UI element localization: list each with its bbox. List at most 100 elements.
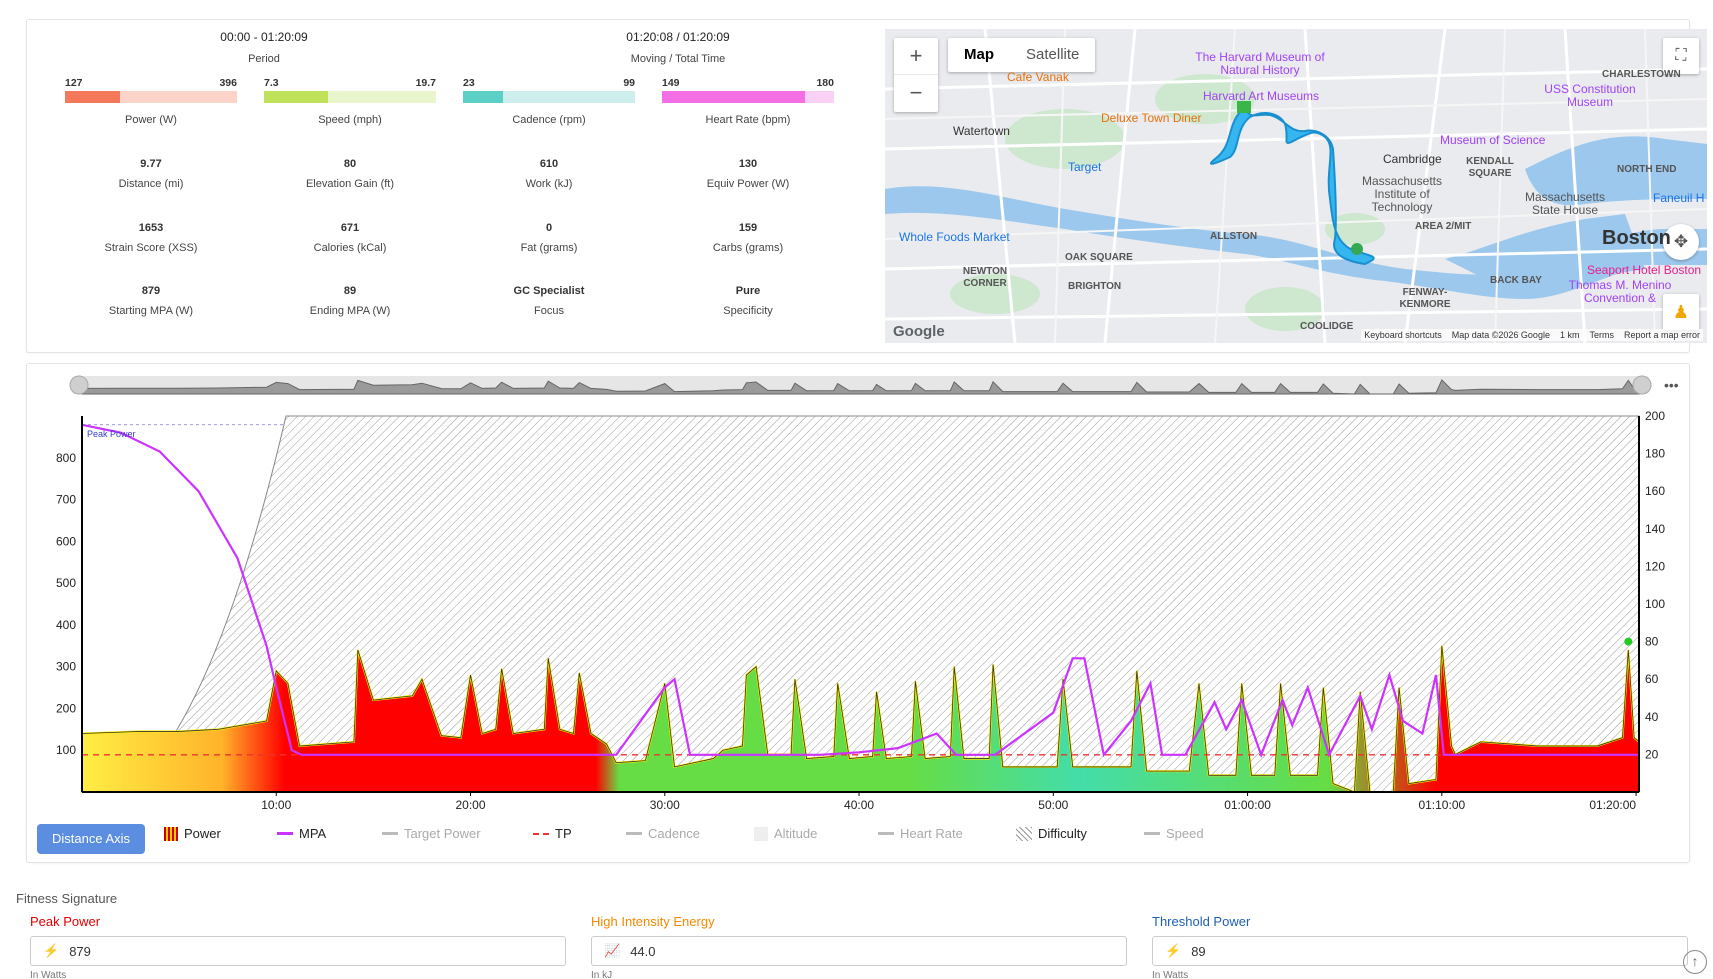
peak-power-field: Peak Power ⚡ 879 In Watts: [30, 914, 566, 979]
stat-label: Fat (grams): [520, 242, 578, 254]
map-place-label: Boston: [1602, 227, 1671, 249]
map-scale[interactable]: 1 km: [1559, 330, 1580, 340]
summary-stat: GC Specialist Focus: [463, 285, 635, 317]
legend-power[interactable]: Power: [164, 826, 221, 841]
route-map[interactable]: + − Map Satellite ⛶ ✥ ♟ Watertown Cambri…: [885, 29, 1707, 343]
map-type-satellite-button[interactable]: Satellite: [1026, 46, 1080, 63]
power-chart[interactable]: ••• Peak Power 100 200 300 400 500 600 700 800 20…: [27, 364, 1691, 819]
period-stat: 00:00 - 01:20:09 Period: [174, 30, 354, 65]
range-label: Power (W): [125, 114, 177, 126]
y-right-tick-label: 200: [1645, 409, 1665, 423]
map-place-label[interactable]: Target: [1068, 160, 1102, 174]
map-place-label[interactable]: The Harvard Museum of Natural History: [1195, 50, 1325, 77]
stat-label: Specificity: [723, 305, 773, 317]
map-place-label[interactable]: Cafe Vanak: [1007, 70, 1069, 84]
map-place-label: FENWAY-KENMORE: [1399, 287, 1451, 310]
range-label: Speed (mph): [318, 114, 382, 126]
map-place-label[interactable]: Whole Foods Market: [899, 230, 1010, 244]
google-logo: Google: [893, 323, 945, 340]
mpa-line: [81, 423, 1639, 758]
terms-link[interactable]: Terms: [1589, 330, 1614, 340]
map-place-label[interactable]: Seaport Hotel Boston: [1587, 263, 1702, 277]
legend-speed[interactable]: Speed: [1144, 826, 1204, 841]
y-left-tick-label: 700: [56, 493, 76, 507]
x-tick-label: 30:00: [650, 798, 680, 812]
legend-label: Difficulty: [1038, 826, 1087, 841]
hie-label: High Intensity Energy: [591, 914, 715, 929]
lightning-icon: ⚡: [1165, 943, 1182, 958]
range-track: [264, 91, 436, 103]
map-place-label[interactable]: Deluxe Town Diner: [1101, 111, 1202, 125]
trend-chart-icon: 📈: [604, 943, 621, 958]
legend-mpa[interactable]: MPA: [277, 826, 326, 841]
legend-label: Altitude: [774, 826, 818, 841]
period-label: Period: [248, 53, 280, 65]
legend-tp[interactable]: TP: [533, 826, 572, 841]
x-tick-label: 20:00: [456, 798, 486, 812]
y-right-tick-label: 80: [1645, 635, 1659, 649]
y-right-tick-label: 20: [1645, 747, 1659, 761]
map-place-label[interactable]: Harvard Art Museums: [1203, 89, 1320, 103]
range-label: Heart Rate (bpm): [705, 114, 791, 126]
map-canvas: [885, 29, 1707, 343]
map-place-label: KENDALL SQUARE: [1466, 156, 1514, 179]
map-place-label: Massachusetts Institute of Technology: [1361, 174, 1443, 214]
legend-altitude[interactable]: Altitude: [754, 826, 817, 841]
distance-axis-button[interactable]: Distance Axis: [37, 824, 145, 854]
fullscreen-icon[interactable]: ⛶: [1663, 38, 1699, 74]
keyboard-shortcuts-link[interactable]: Keyboard shortcuts: [1364, 330, 1442, 340]
map-place-label[interactable]: USS Constitution Museum: [1544, 82, 1636, 109]
legend-heart-rate[interactable]: Heart Rate: [878, 826, 963, 841]
summary-stat: 130 Equiv Power (W): [662, 158, 834, 190]
range-max: 19.7: [415, 77, 436, 89]
peak-power-input[interactable]: ⚡ 879: [30, 936, 566, 966]
legend-difficulty[interactable]: Difficulty: [1016, 826, 1087, 841]
overview-left-handle[interactable]: [69, 375, 89, 395]
power-chart-card: ••• Peak Power 100 200 300 400 500 600 700 800 20…: [26, 363, 1690, 863]
map-type-map-button[interactable]: Map: [964, 46, 994, 63]
street-view-pegman-icon[interactable]: ♟: [1663, 294, 1699, 330]
map-place-label[interactable]: Faneuil H: [1653, 191, 1705, 205]
y-right-tick-label: 120: [1645, 559, 1665, 573]
stat-label: Ending MPA (W): [309, 305, 391, 317]
overview-power-mini: [81, 379, 1640, 395]
line-swatch-icon: [382, 832, 398, 835]
legend-label: Heart Rate: [900, 826, 963, 841]
stat-value: 879: [141, 285, 161, 297]
legend-label: Power: [184, 826, 221, 841]
y-left-tick-label: 100: [56, 743, 76, 757]
area-swatch-icon: [754, 826, 768, 841]
threshold-power-value: 89: [1191, 943, 1206, 959]
camera-control-icon[interactable]: ✥: [1663, 224, 1699, 260]
scroll-to-top-icon[interactable]: ↑: [1683, 950, 1707, 974]
overview-navigator[interactable]: •••: [69, 375, 1679, 395]
y-left-tick-label: 500: [56, 576, 76, 590]
x-tick-label: 01:10:00: [1418, 798, 1465, 812]
stat-label: Starting MPA (W): [108, 305, 194, 317]
zoom-in-button[interactable]: +: [894, 38, 938, 75]
hie-unit: In kJ: [591, 970, 613, 979]
legend-label: TP: [555, 826, 572, 841]
hie-input[interactable]: 📈 44.0: [591, 936, 1127, 966]
line-swatch-icon: [277, 832, 293, 835]
map-place-label: Watertown: [953, 124, 1010, 138]
range-track: [463, 91, 635, 103]
stat-value: 1653: [138, 222, 164, 234]
range-max: 396: [219, 77, 237, 89]
legend-cadence[interactable]: Cadence: [626, 826, 700, 841]
more-options-icon[interactable]: •••: [1664, 377, 1679, 393]
zoom-control: + −: [894, 38, 938, 112]
y-right-tick-label: 160: [1645, 484, 1665, 498]
threshold-power-input[interactable]: ⚡ 89: [1152, 936, 1688, 966]
summary-stat: 1653 Strain Score (XSS): [65, 222, 237, 254]
map-place-label: AREA 2/MIT: [1415, 221, 1472, 232]
summary-stat: 89 Ending MPA (W): [264, 285, 436, 317]
map-place-label[interactable]: Museum of Science: [1440, 133, 1546, 147]
overview-right-handle[interactable]: [1632, 375, 1652, 395]
dashed-line-icon: [533, 832, 549, 835]
y-left-tick-label: 200: [56, 701, 76, 715]
map-place-label[interactable]: Thomas M. Menino Convention &: [1568, 278, 1672, 305]
zoom-out-button[interactable]: −: [909, 80, 923, 105]
report-map-error-link[interactable]: Report a map error: [1623, 330, 1700, 340]
legend-target-power[interactable]: Target Power: [382, 826, 481, 841]
